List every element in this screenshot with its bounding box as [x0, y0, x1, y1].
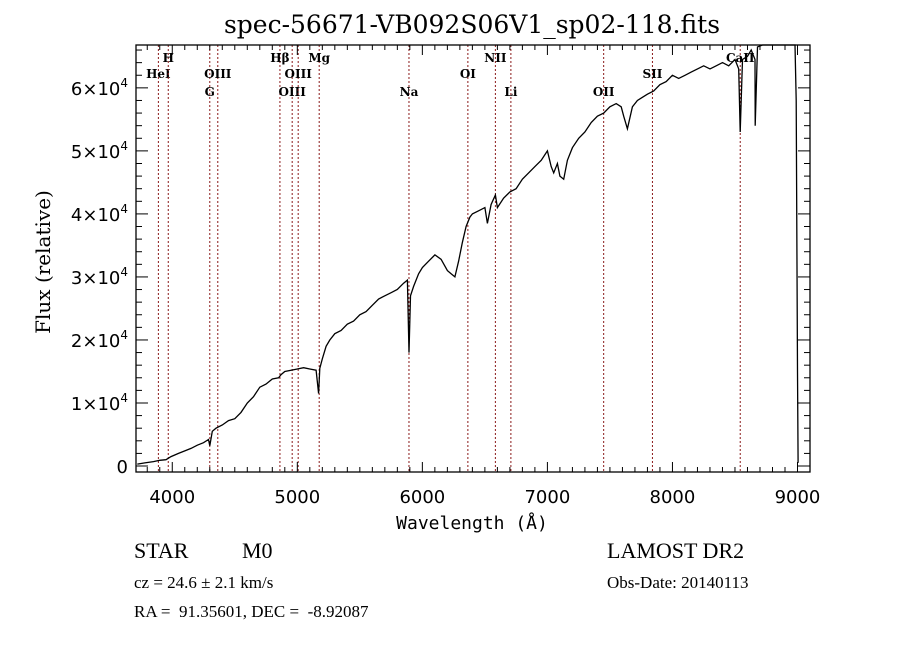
line-marker-label: OI — [460, 67, 476, 81]
line-marker-label: CaII — [726, 51, 755, 65]
y-tick-label: 4×104 — [71, 202, 128, 226]
line-marker-label: OIII — [285, 67, 313, 81]
y-tick-exponent: 4 — [120, 265, 128, 279]
x-tick-label: 5000 — [274, 487, 320, 508]
plot-frame — [135, 44, 811, 473]
y-tick-mantissa: 4×10 — [71, 205, 120, 226]
series-line-flux — [137, 44, 799, 465]
y-tick-label: 2×104 — [71, 328, 128, 352]
y-tick-exponent: 4 — [120, 391, 128, 405]
x-axis-label: Wavelength (Å) — [396, 512, 548, 534]
line-marker-label: OII — [593, 85, 615, 99]
x-tick-label: 9000 — [775, 487, 821, 508]
y-tick-exponent: 4 — [120, 139, 128, 153]
x-tick-label: 4000 — [149, 487, 195, 508]
coordinates-text: RA = 91.35601, DEC = -8.92087 — [134, 602, 369, 621]
line-marker-label: G — [205, 85, 215, 99]
axis-ticks — [136, 45, 811, 472]
y-tick-mantissa: 1×10 — [71, 394, 120, 415]
tick-labels: 4000 5000 6000 7000 8000 900001×1042×1043×104… — [71, 76, 820, 508]
y-tick-mantissa: 6×10 — [71, 79, 120, 100]
x-tick-label: 8000 — [650, 487, 696, 508]
object-type: STAR — [134, 538, 189, 563]
line-marker-label: OIII — [279, 85, 307, 99]
y-tick-mantissa: 2×10 — [71, 331, 120, 352]
line-marker-label: Li — [504, 85, 517, 99]
line-marker-label: Mg — [308, 51, 330, 65]
y-tick-mantissa: 5×10 — [71, 142, 120, 163]
y-tick-label: 5×104 — [71, 139, 128, 163]
y-tick-label: 0 — [117, 457, 128, 478]
x-tick-label: 7000 — [524, 487, 570, 508]
obs-date-text: Obs-Date: 20140113 — [607, 573, 749, 592]
chart-title: spec-56671-VB092S06V1_sp02-118.fits — [224, 10, 720, 39]
y-tick-mantissa: 0 — [117, 457, 128, 478]
line-marker-label: SII — [642, 67, 662, 81]
subclass: M0 — [242, 538, 273, 563]
x-tick-label: 6000 — [399, 487, 445, 508]
y-tick-exponent: 4 — [120, 76, 128, 90]
line-marker-label: OIII — [204, 67, 232, 81]
y-tick-mantissa: 3×10 — [71, 268, 120, 289]
y-tick-exponent: 4 — [120, 202, 128, 216]
line-marker-label: NII — [484, 51, 507, 65]
y-tick-label: 1×104 — [71, 391, 128, 415]
line-marker-label: Hβ — [270, 51, 289, 65]
line-markers: HeI H G OIII Hβ OIII OIII Mg Na OI NII Li OII SII CaII — [146, 45, 755, 472]
line-marker-label: H — [163, 51, 174, 65]
survey-name: LAMOST DR2 — [607, 538, 745, 563]
y-tick-label: 6×104 — [71, 76, 128, 100]
y-axis-label: Flux (relative) — [31, 190, 55, 334]
line-marker-label: HeI — [146, 67, 171, 81]
line-marker-label: Na — [400, 85, 419, 99]
y-tick-exponent: 4 — [120, 328, 128, 342]
y-tick-label: 3×104 — [71, 265, 128, 289]
redshift-text: cz = 24.6 ± 2.1 km/s — [134, 573, 274, 592]
